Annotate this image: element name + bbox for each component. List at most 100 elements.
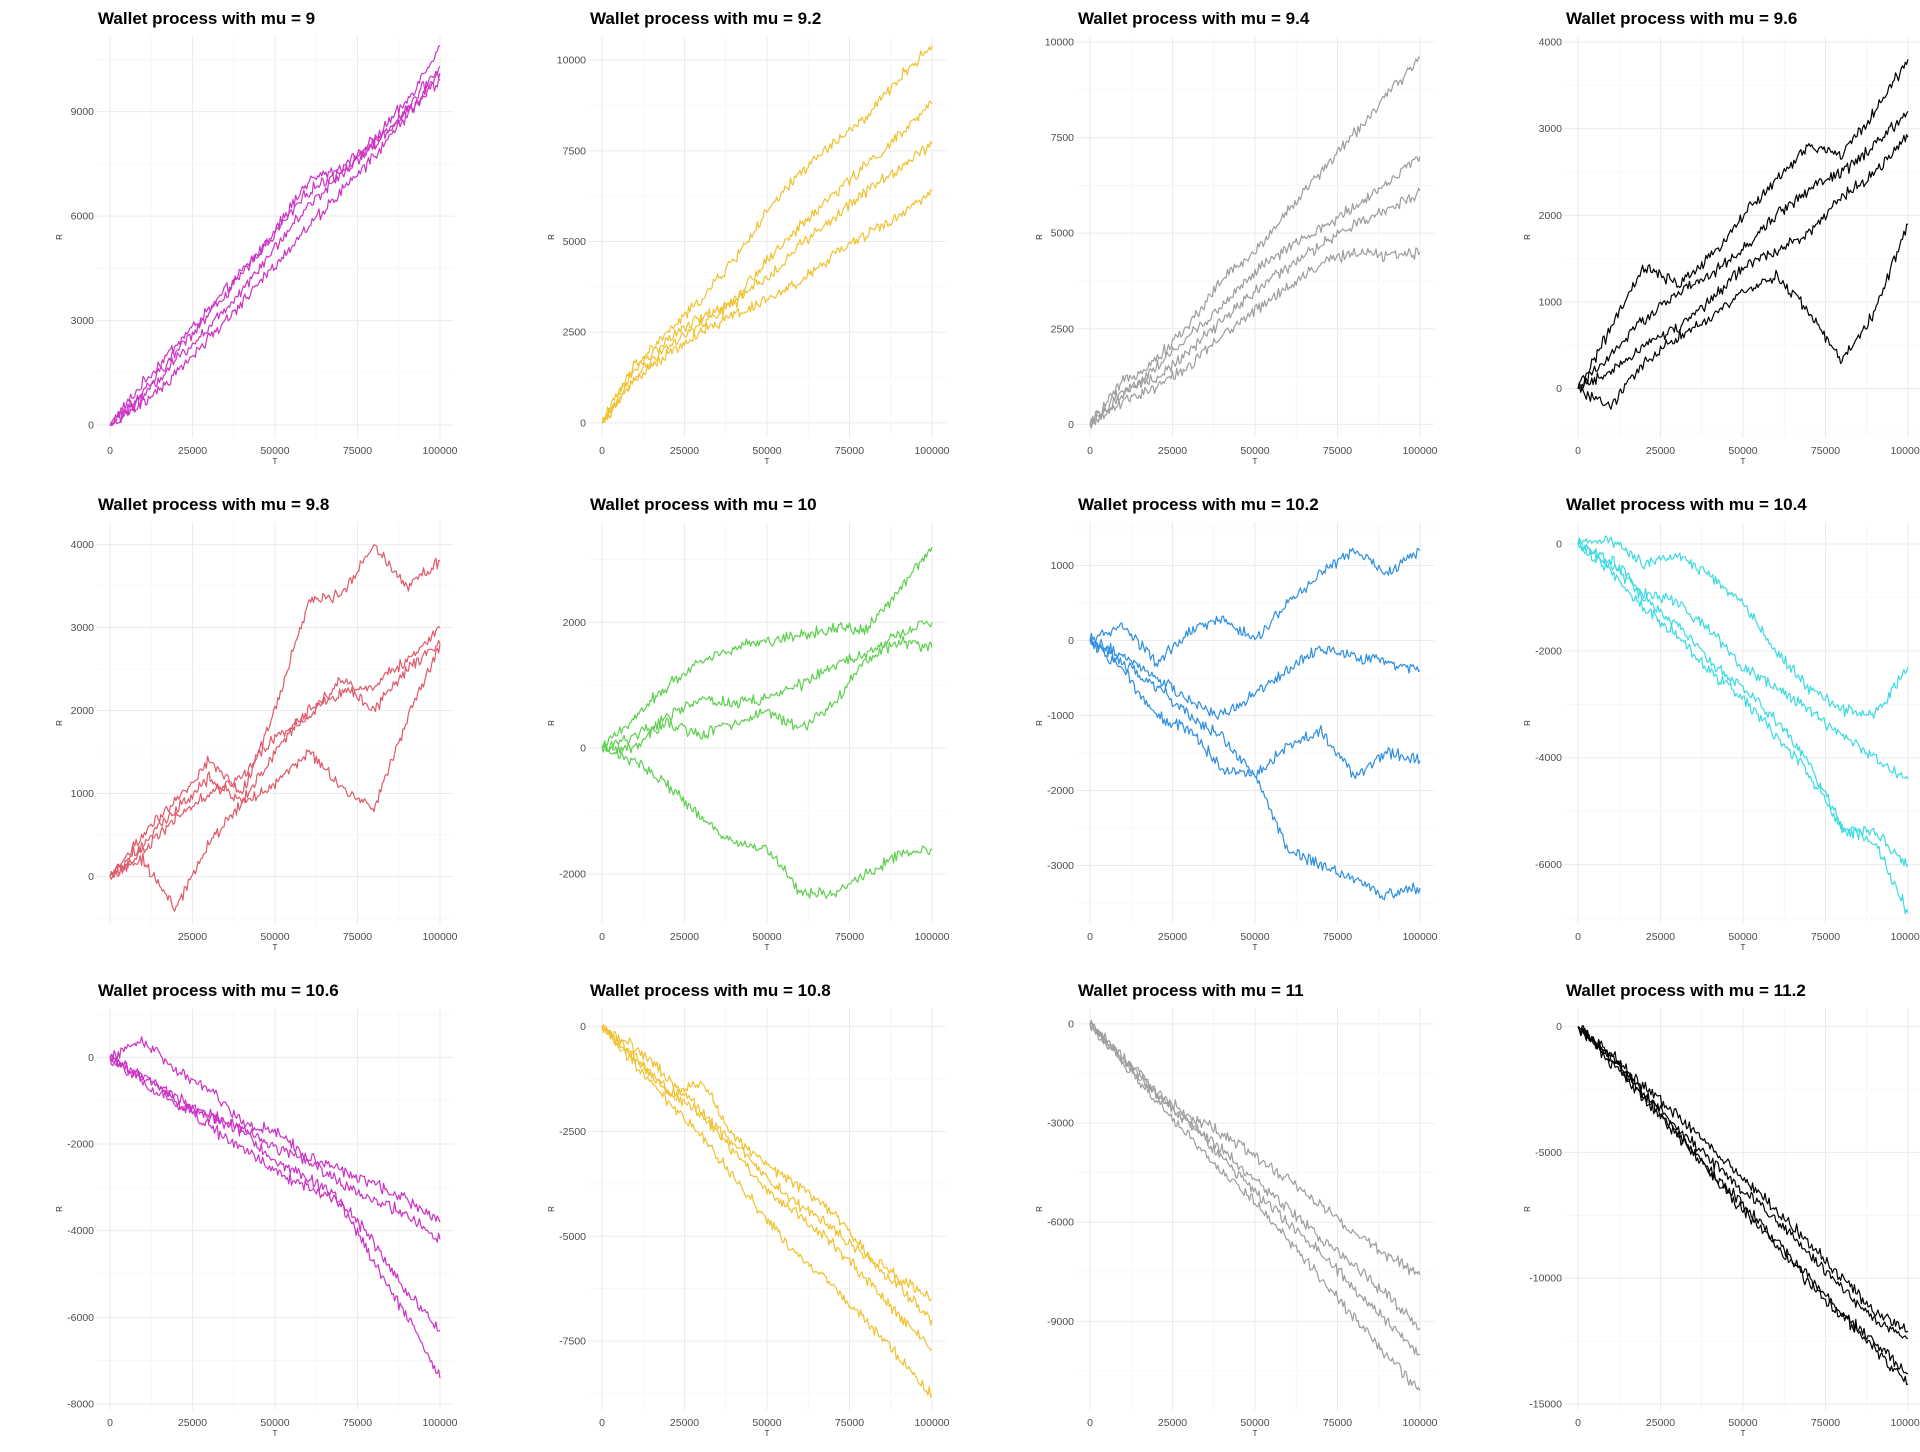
y-axis-label: R bbox=[547, 720, 556, 726]
series-line-3 bbox=[601, 635, 933, 754]
chart-panel-7: -3000 -2000 -1000 0 1000 0 25000 50000 75000 1000… bbox=[990, 486, 1470, 966]
series-line-1 bbox=[601, 546, 933, 749]
y-tick-label: -3000 bbox=[1047, 860, 1074, 872]
y-tick-label: -10000 bbox=[1529, 1273, 1562, 1285]
chart-svg: -15000 -10000 -5000 0 0 25000 50000 75000 100000… bbox=[1523, 981, 1920, 1438]
series-line-2 bbox=[1089, 156, 1421, 427]
y-tick-label: -6000 bbox=[1047, 1217, 1074, 1229]
chart-title: Wallet process with mu = 10.4 bbox=[1566, 495, 1807, 514]
x-tick-label: 75000 bbox=[1811, 445, 1840, 457]
x-tick-label: 0 bbox=[1575, 445, 1581, 457]
series-line-4 bbox=[1089, 1019, 1421, 1392]
x-tick-label: 0 bbox=[1087, 445, 1093, 457]
chart-svg: -2000 0 2000 0 25000 50000 75000 100000 T R Wallet… bbox=[547, 495, 950, 952]
series-line-4 bbox=[601, 189, 933, 424]
y-tick-label: -4000 bbox=[1535, 752, 1562, 764]
series-line-3 bbox=[109, 78, 441, 426]
chart-panel-2: 0 2500 5000 7500 10000 0 25000 50000 75000 100000… bbox=[502, 0, 982, 480]
x-tick-label: 75000 bbox=[1323, 931, 1352, 943]
y-tick-label: 10000 bbox=[557, 55, 586, 67]
y-tick-label: -7500 bbox=[559, 1336, 586, 1348]
series-line-2 bbox=[109, 626, 441, 878]
x-tick-label: 0 bbox=[599, 1417, 605, 1429]
y-axis-label: R bbox=[1523, 720, 1532, 726]
x-tick-label: 100000 bbox=[1402, 1417, 1437, 1429]
chart-panel-12: -15000 -10000 -5000 0 0 25000 50000 75000 100000… bbox=[1478, 972, 1920, 1452]
chart-svg: 0 1000 2000 3000 4000 0 25000 50000 75000 100000 T… bbox=[1523, 9, 1920, 466]
series-line-2 bbox=[1577, 110, 1909, 391]
y-tick-label: 2500 bbox=[563, 327, 587, 339]
x-tick-label: 25000 bbox=[670, 931, 699, 943]
chart-title: Wallet process with mu = 9.4 bbox=[1078, 9, 1310, 28]
y-tick-label: -5000 bbox=[1535, 1147, 1562, 1159]
series-line-3 bbox=[109, 639, 441, 880]
series-line-3 bbox=[1577, 134, 1909, 390]
y-tick-label: 2000 bbox=[71, 705, 95, 717]
x-tick-label: 100000 bbox=[914, 445, 949, 457]
y-axis-label: R bbox=[55, 1206, 64, 1212]
y-tick-label: 3000 bbox=[71, 622, 95, 634]
series-line-1 bbox=[1089, 547, 1421, 668]
x-axis-label: T bbox=[273, 1429, 278, 1438]
y-tick-label: 3000 bbox=[71, 315, 95, 327]
series-line-4 bbox=[601, 743, 933, 900]
y-tick-label: -15000 bbox=[1529, 1399, 1562, 1411]
series-line-4 bbox=[1577, 539, 1909, 915]
series-line-2 bbox=[1089, 638, 1421, 720]
x-tick-label: 25000 bbox=[1158, 931, 1187, 943]
y-tick-label: 4000 bbox=[1539, 37, 1563, 49]
y-tick-label: 2000 bbox=[563, 617, 587, 629]
y-tick-label: -6000 bbox=[1535, 859, 1562, 871]
y-axis-label: R bbox=[1035, 1206, 1044, 1212]
series-line-2 bbox=[601, 1026, 933, 1326]
x-tick-label: 50000 bbox=[1728, 931, 1757, 943]
x-tick-label: 25000 bbox=[670, 1417, 699, 1429]
x-tick-label: 100000 bbox=[422, 445, 457, 457]
y-tick-label: 0 bbox=[1556, 1021, 1562, 1033]
chart-title: Wallet process with mu = 10.8 bbox=[590, 981, 831, 1000]
series-line-1 bbox=[1577, 535, 1909, 719]
x-axis-label: T bbox=[765, 457, 770, 466]
x-tick-label: 0 bbox=[599, 931, 605, 943]
x-tick-label: 75000 bbox=[835, 931, 864, 943]
x-tick-label: 100000 bbox=[1402, 931, 1437, 943]
x-axis-label: T bbox=[1741, 943, 1746, 952]
x-tick-label: 0 bbox=[1087, 1417, 1093, 1429]
series-line-2 bbox=[601, 100, 933, 424]
y-tick-label: 2500 bbox=[1051, 323, 1075, 335]
y-tick-label: 0 bbox=[88, 1052, 94, 1064]
y-tick-label: 7500 bbox=[563, 145, 587, 157]
y-tick-label: -8000 bbox=[67, 1399, 94, 1411]
chart-panel-11: -9000 -6000 -3000 0 0 25000 50000 75000 100000 T R… bbox=[990, 972, 1470, 1452]
chart-panel-9: -8000 -6000 -4000 -2000 0 0 25000 50000 75000 100… bbox=[10, 972, 490, 1452]
chart-panel-4: 0 1000 2000 3000 4000 0 25000 50000 75000 100000 T… bbox=[1478, 0, 1920, 480]
chart-title: Wallet process with mu = 9 bbox=[98, 9, 315, 28]
x-tick-label: 25000 bbox=[178, 445, 207, 457]
y-tick-label: -3000 bbox=[1047, 1118, 1074, 1130]
chart-title: Wallet process with mu = 10 bbox=[590, 495, 817, 514]
x-tick-label: 50000 bbox=[260, 445, 289, 457]
y-tick-label: 0 bbox=[1556, 539, 1562, 551]
series-line-2 bbox=[109, 1053, 441, 1243]
y-tick-label: -2000 bbox=[1047, 785, 1074, 797]
x-tick-label: 25000 bbox=[670, 445, 699, 457]
y-tick-label: -1000 bbox=[1047, 710, 1074, 722]
y-axis-label: R bbox=[1523, 234, 1532, 240]
x-tick-label: 50000 bbox=[752, 931, 781, 943]
x-tick-label: 100000 bbox=[422, 1417, 457, 1429]
x-tick-label: 25000 bbox=[1646, 445, 1675, 457]
series-line-3 bbox=[1577, 541, 1909, 867]
x-tick-label: 0 bbox=[599, 445, 605, 457]
x-tick-label: 50000 bbox=[1240, 445, 1269, 457]
x-tick-label: 50000 bbox=[260, 1417, 289, 1429]
y-tick-label: -6000 bbox=[67, 1312, 94, 1324]
series-line-4 bbox=[1577, 223, 1909, 410]
y-tick-label: 0 bbox=[580, 1021, 586, 1033]
series-line-3 bbox=[1089, 1023, 1421, 1356]
y-tick-label: 0 bbox=[88, 871, 94, 883]
chart-panel-8: -6000 -4000 -2000 0 0 25000 50000 75000 100000 T R… bbox=[1478, 486, 1920, 966]
y-tick-label: 4000 bbox=[71, 539, 95, 551]
series-line-3 bbox=[601, 1025, 933, 1351]
y-tick-label: 0 bbox=[580, 417, 586, 429]
